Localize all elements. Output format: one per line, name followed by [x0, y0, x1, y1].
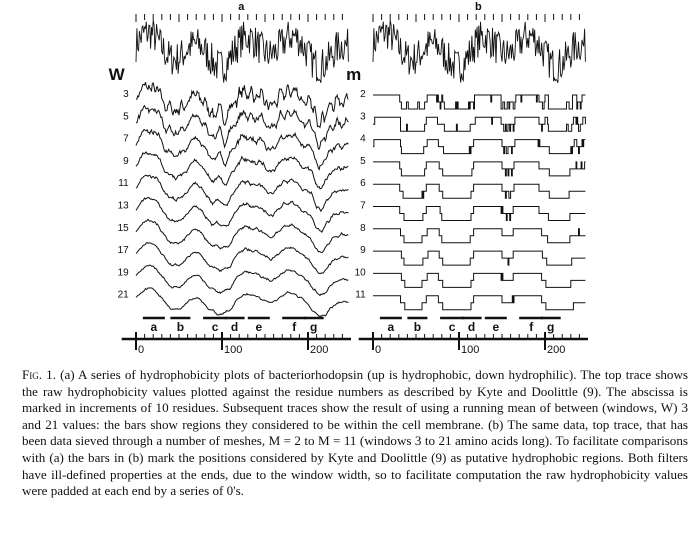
- raw-trace: [372, 20, 586, 84]
- region-label: f: [292, 320, 297, 334]
- x-tick-label: 200: [310, 344, 328, 356]
- trace: [373, 206, 586, 221]
- region-label: c: [212, 320, 219, 334]
- region-label: c: [449, 320, 456, 334]
- trace: [373, 228, 586, 244]
- panel-label: a: [238, 1, 245, 13]
- trace: [135, 197, 349, 233]
- x-tick-label: 100: [461, 344, 479, 356]
- trace: [373, 272, 586, 288]
- caption-lead: Fig. 1.: [22, 367, 56, 382]
- trace: [135, 151, 349, 190]
- trace-label: 21: [118, 290, 130, 301]
- trace: [135, 174, 349, 213]
- trace: [373, 295, 586, 311]
- trace-label: 13: [118, 201, 130, 212]
- region-label: b: [177, 320, 184, 334]
- x-tick-label: 200: [547, 344, 565, 356]
- region-label: a: [388, 320, 395, 334]
- region-label: e: [255, 320, 262, 334]
- caption-text: (a) A series of hydrophobicity plots of …: [22, 367, 688, 499]
- trace-label: 11: [355, 290, 366, 301]
- trace: [373, 161, 586, 177]
- trace-label: 9: [123, 156, 129, 167]
- trace-label: 3: [123, 89, 129, 100]
- panel-label: b: [475, 1, 482, 13]
- trace: [135, 128, 349, 171]
- trace-label: 6: [360, 178, 366, 189]
- region-label: d: [231, 320, 238, 334]
- trace-label: 11: [118, 178, 129, 189]
- trace-label: 10: [355, 267, 367, 278]
- trace-label: 5: [123, 111, 129, 122]
- trace-label: 4: [360, 134, 366, 145]
- region-label: a: [151, 320, 158, 334]
- region-label: b: [414, 320, 421, 334]
- region-label: e: [492, 320, 499, 334]
- trace-label: 7: [123, 134, 129, 145]
- trace-label: 5: [360, 156, 366, 167]
- trace-label: 2: [360, 89, 366, 100]
- trace: [135, 218, 349, 254]
- trace: [373, 116, 586, 132]
- caption: Fig. 1. (a) A series of hydrophobicity p…: [22, 367, 688, 500]
- trace: [135, 287, 349, 318]
- trace: [135, 264, 349, 297]
- trace: [373, 94, 586, 110]
- x-tick-label: 0: [138, 344, 144, 356]
- region-label: d: [468, 320, 475, 334]
- region-label: g: [310, 320, 317, 334]
- x-tick-label: 0: [375, 344, 381, 356]
- trace: [373, 139, 586, 155]
- trace-label: 15: [118, 223, 130, 234]
- trace: [373, 250, 586, 266]
- trace-label: 9: [360, 245, 366, 256]
- trace: [135, 81, 349, 129]
- trace-label: 19: [118, 267, 130, 278]
- trace-label: 8: [360, 223, 366, 234]
- region-label: f: [529, 320, 534, 334]
- trace: [373, 183, 586, 199]
- trace: [135, 104, 349, 150]
- raw-trace: [135, 20, 349, 84]
- region-label: g: [547, 320, 554, 334]
- trace-label: 3: [360, 111, 366, 122]
- x-tick-label: 100: [224, 344, 242, 356]
- scale-label: W: [109, 65, 126, 84]
- scale-label: m: [346, 65, 361, 84]
- trace-label: 7: [360, 201, 366, 212]
- trace-label: 17: [118, 245, 130, 256]
- trace: [135, 242, 349, 275]
